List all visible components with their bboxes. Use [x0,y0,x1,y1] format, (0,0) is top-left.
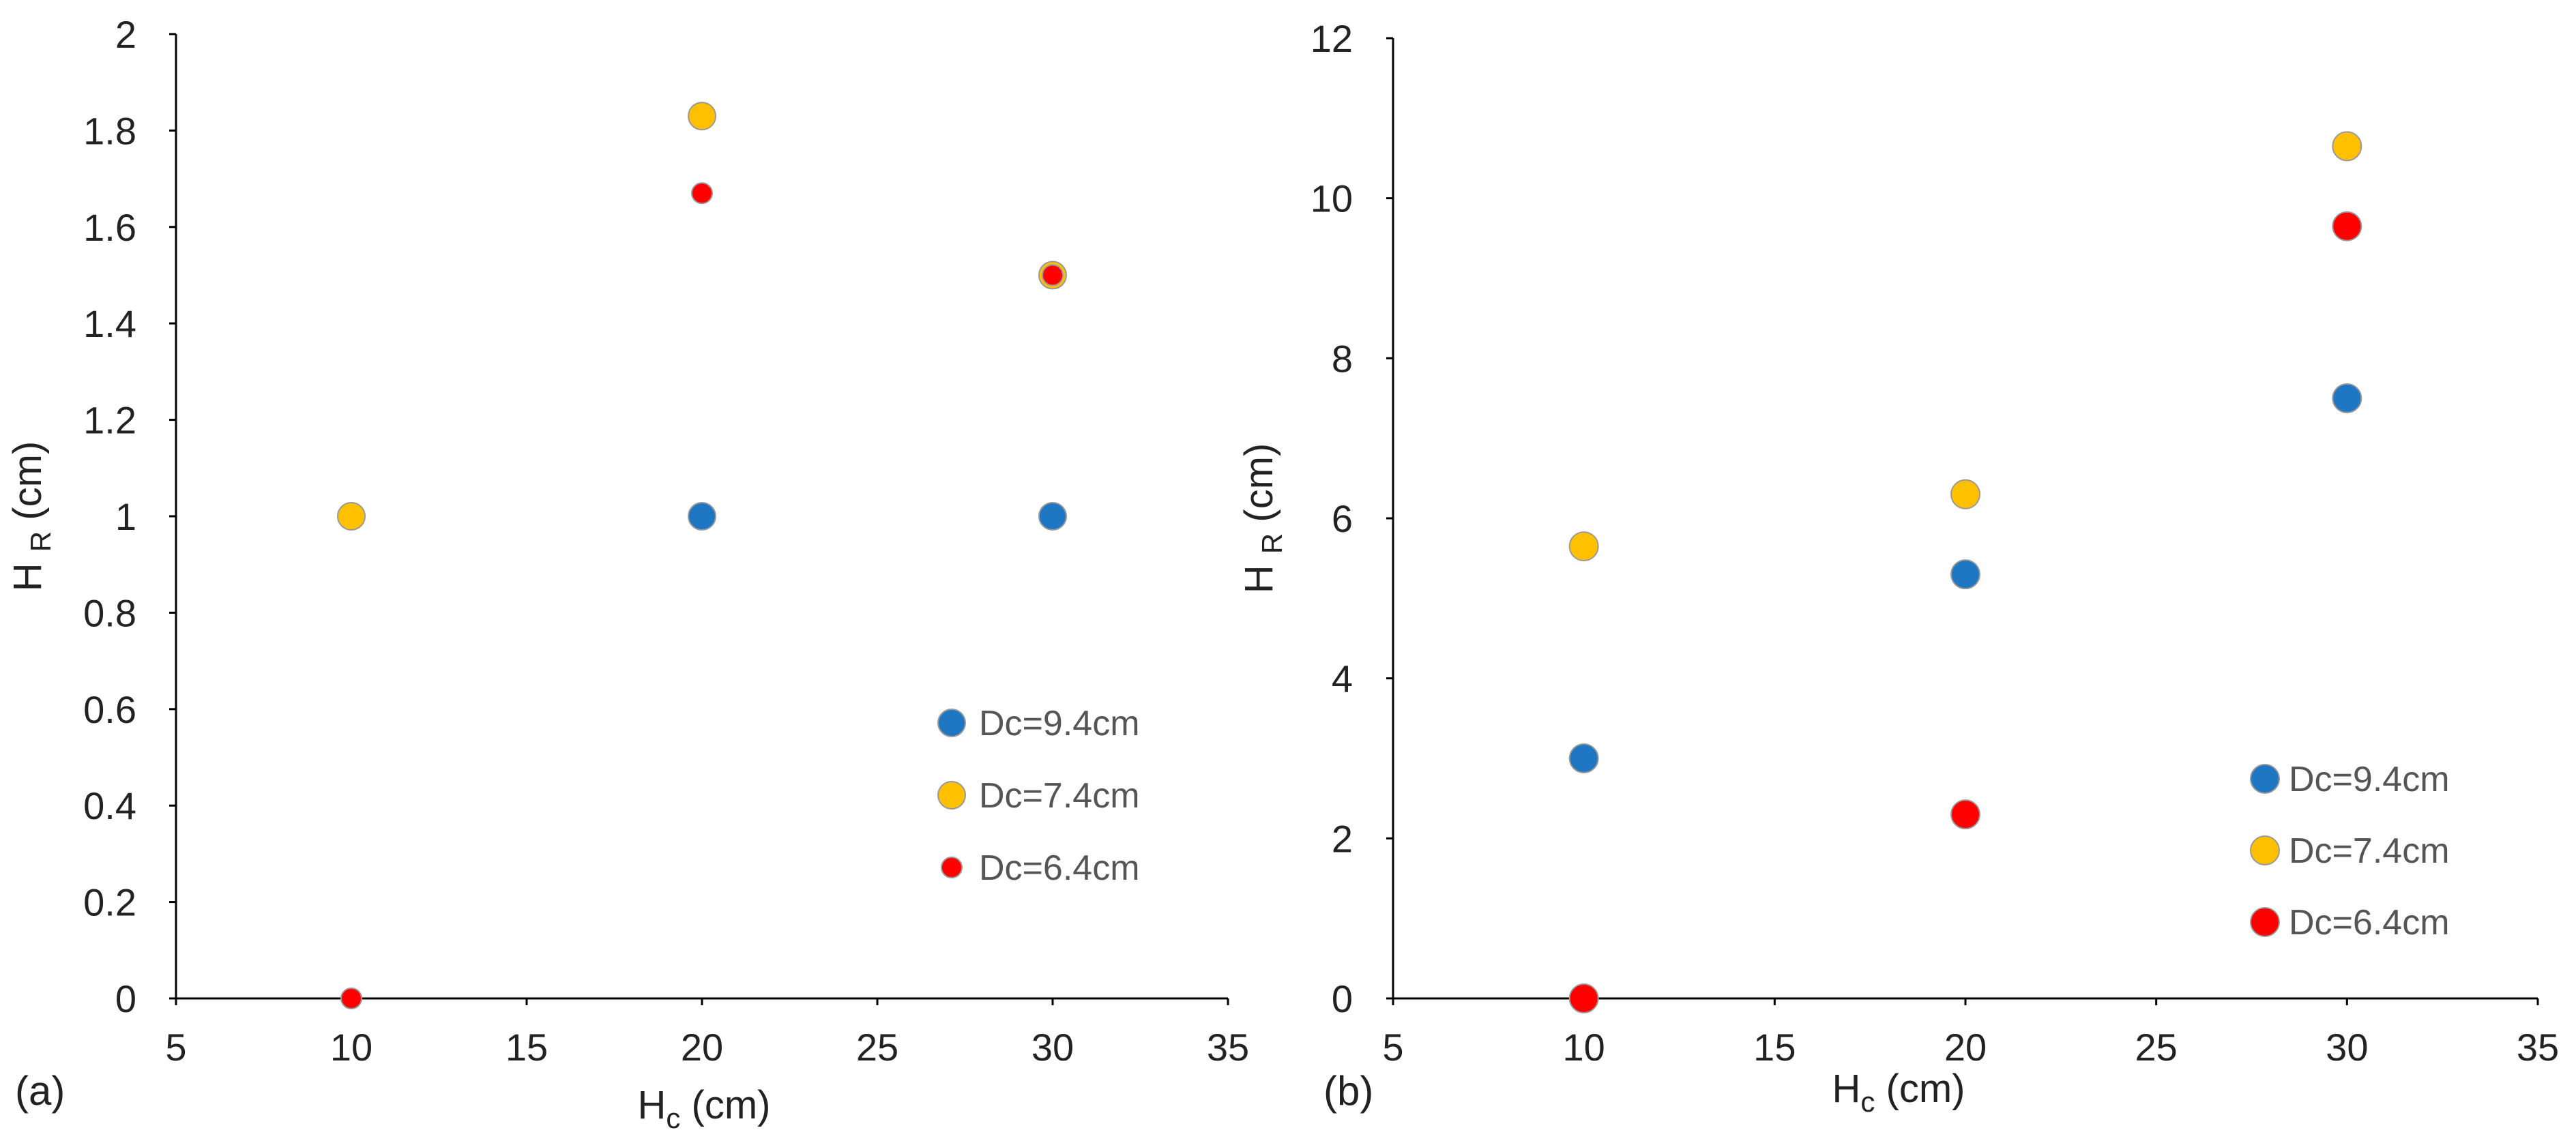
legend-marker [941,857,963,878]
y-axis-title: H R (cm) [1237,443,1288,593]
legend-label: Dc=7.4cm [2289,831,2450,871]
y-tick-label: 1.6 [83,206,136,249]
x-tick-label: 20 [1944,1026,1987,1069]
data-point-dc-7-4cm [2332,131,2362,162]
data-point-dc-6-4cm [1042,264,1064,286]
y-tick-label: 1 [115,495,136,538]
data-point-dc-6-4cm [691,182,713,205]
legend-label: Dc=6.4cm [2289,903,2450,942]
y-tick-label: 6 [1332,497,1353,540]
legend: Dc=9.4cm Dc=7.4cm Dc=6.4cm [937,704,1140,888]
legend-label: Dc=7.4cm [979,776,1140,816]
x-tick-label: 20 [681,1026,723,1069]
x-tick-label: 25 [2135,1026,2178,1069]
y-tick-label: 0 [115,977,136,1020]
y-axis-title: H R (cm) [5,441,57,591]
y-tick-label: 1.4 [83,302,136,345]
panel-label: (b) [1323,1068,1373,1114]
x-tick-label: 35 [2517,1026,2559,1069]
data-point-dc-7-4cm [1568,531,1599,562]
legend-marker [2250,764,2280,794]
legend: Dc=9.4cm Dc=7.4cm Dc=6.4cm [2250,760,2450,942]
legend-label: Dc=9.4cm [2289,760,2450,799]
y-tick-label: 0.4 [83,784,136,827]
y-tick-label: 10 [1311,177,1353,220]
legend-marker [2250,907,2280,937]
data-point-dc-7-4cm [1950,479,1980,509]
chart-panel-1: 0 2 4 6 8 10 12 5 10 15 20 25 30 35 Hc (cm) H R (cm) (b)… [1237,17,2559,1118]
x-tick-label: 30 [1031,1026,1074,1069]
data-point-dc-6-4cm [1568,983,1599,1013]
data-point-dc-7-4cm [337,502,366,531]
y-tick-label: 0.2 [83,881,136,924]
legend-label: Dc=9.4cm [979,704,1140,743]
legend-marker [937,709,966,737]
x-tick-label: 15 [506,1026,548,1069]
y-tick-label: 4 [1332,657,1353,700]
x-tick-label: 10 [1563,1026,1605,1069]
y-tick-label: 2 [115,13,136,56]
data-point-dc-9-4cm [1568,743,1599,773]
data-point-dc-9-4cm [1038,502,1067,531]
y-tick-label: 12 [1311,17,1353,60]
data-point-dc-9-4cm [1950,559,1980,590]
y-tick-label: 0 [1332,977,1353,1020]
x-axis-title: Hc (cm) [1832,1067,1965,1118]
x-tick-label: 35 [1207,1026,1249,1069]
data-point-dc-9-4cm [2332,383,2362,413]
y-tick-label: 0.8 [83,591,136,634]
x-tick-label: 30 [2326,1026,2368,1069]
x-tick-label: 15 [1753,1026,1796,1069]
data-point-dc-6-4cm [2332,211,2362,241]
x-tick-label: 25 [856,1026,898,1069]
x-tick-label: 5 [165,1026,186,1069]
y-tick-label: 0.6 [83,688,136,731]
x-tick-label: 5 [1382,1026,1403,1069]
data-point-dc-6-4cm [1950,799,1980,830]
data-point-dc-7-4cm [688,102,716,131]
legend-label: Dc=6.4cm [979,848,1140,888]
chart-panel-0: 00.20.40.60.811.21.41.61.825 10 15 20 25 30 35… [5,13,1249,1134]
data-point-dc-6-4cm [340,988,362,1009]
y-tick-label: 2 [1332,817,1353,860]
panel-label: (a) [15,1068,65,1114]
y-tick-label: 1.8 [83,109,136,152]
y-tick-label: 8 [1332,337,1353,380]
legend-marker [2250,835,2280,865]
data-point-dc-9-4cm [688,502,716,531]
y-tick-label: 1.2 [83,399,136,442]
x-tick-label: 10 [330,1026,372,1069]
x-axis-title: Hc (cm) [638,1083,771,1134]
legend-marker [937,781,966,810]
